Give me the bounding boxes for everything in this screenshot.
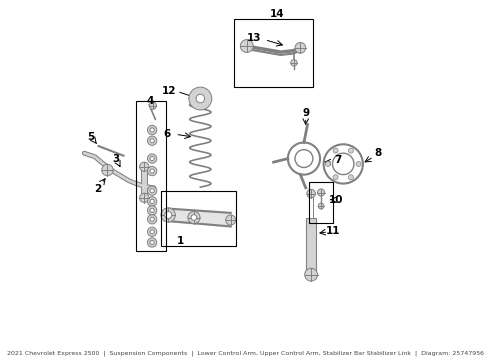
Circle shape: [348, 175, 353, 180]
Circle shape: [348, 148, 353, 153]
Circle shape: [295, 42, 306, 53]
Text: 5: 5: [87, 132, 94, 142]
Text: 6: 6: [164, 129, 171, 139]
Circle shape: [102, 164, 113, 176]
Circle shape: [150, 217, 154, 221]
Bar: [234, 19, 313, 87]
Circle shape: [150, 199, 154, 203]
Circle shape: [147, 197, 157, 206]
Text: 10: 10: [329, 195, 343, 204]
Circle shape: [147, 136, 157, 145]
Circle shape: [150, 189, 154, 193]
Text: 13: 13: [246, 33, 261, 43]
Text: 8: 8: [375, 148, 382, 158]
Circle shape: [318, 189, 325, 196]
Circle shape: [333, 148, 338, 153]
Circle shape: [226, 215, 236, 225]
Circle shape: [147, 238, 157, 247]
Bar: [142, 169, 147, 196]
Circle shape: [196, 94, 205, 103]
Circle shape: [150, 208, 154, 212]
Text: 4: 4: [147, 96, 154, 107]
Text: 3: 3: [112, 154, 119, 163]
Circle shape: [307, 189, 316, 198]
Circle shape: [150, 128, 154, 132]
Circle shape: [150, 139, 154, 143]
Circle shape: [241, 40, 253, 53]
Circle shape: [147, 125, 157, 135]
Bar: [306, 217, 316, 271]
Circle shape: [191, 215, 197, 220]
Circle shape: [150, 240, 154, 245]
Text: 1: 1: [177, 236, 184, 246]
Text: 12: 12: [162, 86, 176, 96]
Text: 2021 Chevrolet Express 2500  |  Suspension Components  |  Lower Control Arm, Upp: 2021 Chevrolet Express 2500 | Suspension…: [6, 351, 484, 356]
Circle shape: [147, 215, 157, 224]
Bar: [309, 196, 313, 217]
Circle shape: [140, 193, 149, 203]
Circle shape: [333, 175, 338, 180]
Circle shape: [150, 157, 154, 161]
Circle shape: [147, 166, 157, 176]
Circle shape: [161, 208, 175, 222]
Text: 14: 14: [270, 9, 285, 19]
Circle shape: [291, 60, 297, 66]
Circle shape: [147, 206, 157, 215]
Circle shape: [150, 230, 154, 234]
Bar: [136, 102, 167, 251]
Circle shape: [149, 102, 156, 109]
Circle shape: [147, 186, 157, 195]
Circle shape: [140, 162, 149, 171]
Text: 2: 2: [94, 184, 101, 194]
Circle shape: [189, 87, 212, 110]
Circle shape: [150, 169, 154, 173]
Circle shape: [305, 268, 318, 281]
Bar: [161, 191, 236, 246]
Circle shape: [165, 211, 172, 219]
Circle shape: [147, 154, 157, 163]
Circle shape: [325, 161, 330, 166]
Circle shape: [356, 161, 361, 166]
Circle shape: [147, 227, 157, 237]
Circle shape: [318, 203, 324, 209]
Text: 9: 9: [302, 108, 309, 118]
Text: 7: 7: [334, 156, 342, 165]
Circle shape: [188, 211, 200, 224]
Text: 11: 11: [326, 226, 341, 236]
Bar: [309, 182, 333, 223]
